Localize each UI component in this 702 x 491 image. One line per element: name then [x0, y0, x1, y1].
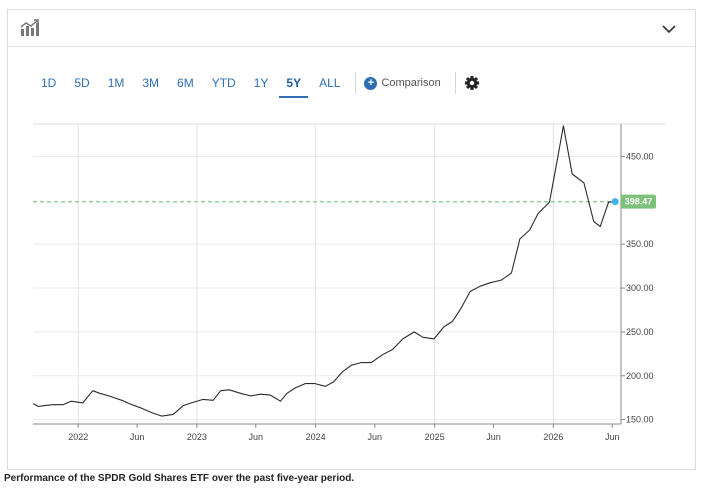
tick-labels: 150.00 200.00 250.00 300.00 350.00 450.00 2022… [68, 151, 653, 442]
last-price-badge: 398.47 [611, 194, 656, 209]
range-6m[interactable]: 6M [177, 76, 194, 90]
y-tick-label: 350.00 [626, 239, 654, 249]
range-1d[interactable]: 1D [41, 76, 57, 90]
x-tick-label: Jun [486, 432, 501, 442]
y-tick-label: 150.00 [626, 415, 654, 425]
x-tick-label: Jun [605, 432, 620, 442]
x-tick-label: 2024 [306, 432, 326, 442]
axes [33, 124, 625, 428]
x-tick-label: 2022 [68, 432, 88, 442]
range-5y[interactable]: 5Y [277, 68, 310, 98]
x-tick-label: 2025 [425, 432, 445, 442]
range-selector: 1D 5D 1M 3M 6M YTD 1Y 5Y ALL + Compariso… [32, 68, 480, 98]
grid [33, 123, 666, 424]
x-tick-label: 2023 [187, 432, 207, 442]
price-series [33, 125, 616, 417]
chart-widget: 1D 5D 1M 3M 6M YTD 1Y 5Y ALL + Compariso… [7, 9, 696, 470]
comparison-button[interactable]: + Comparison [364, 68, 441, 98]
range-3m[interactable]: 3M [142, 76, 160, 90]
range-1m[interactable]: 1M [107, 76, 125, 90]
last-price-badge-bg [621, 194, 656, 209]
range-5d[interactable]: 5D [74, 76, 90, 90]
widget-header [8, 10, 695, 47]
price-line [33, 125, 616, 417]
x-tick-label: 2026 [543, 432, 563, 442]
x-tick-label: Jun [249, 432, 264, 442]
chevron-down-icon[interactable] [661, 22, 677, 34]
y-tick-label: 250.00 [626, 327, 654, 337]
chart-caption: Performance of the SPDR Gold Shares ETF … [4, 473, 355, 484]
x-tick-label: Jun [130, 432, 145, 442]
range-1y[interactable]: 1Y [253, 76, 269, 90]
range-all[interactable]: ALL [319, 76, 341, 90]
gear-icon[interactable] [464, 75, 480, 91]
bar-chart-icon[interactable] [20, 19, 40, 37]
last-price-badge-label: 398.47 [625, 197, 653, 207]
x-tick-label: Jun [368, 432, 383, 442]
last-price-marker [611, 198, 619, 206]
range-ytd[interactable]: YTD [211, 76, 236, 90]
divider [355, 72, 357, 94]
y-tick-label: 450.00 [626, 151, 654, 161]
y-tick-label: 300.00 [626, 283, 654, 293]
y-tick-label: 200.00 [626, 371, 654, 381]
plus-circle-icon: + [364, 76, 378, 90]
divider [454, 72, 456, 94]
comparison-label: Comparison [381, 77, 441, 89]
